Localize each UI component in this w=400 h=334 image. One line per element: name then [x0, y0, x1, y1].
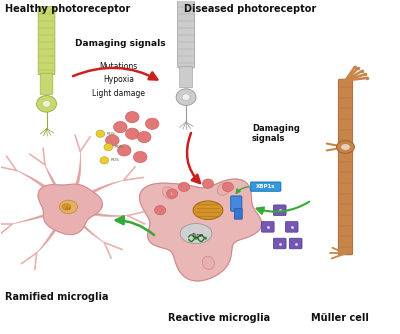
Ellipse shape — [336, 141, 354, 153]
Circle shape — [176, 89, 196, 106]
FancyBboxPatch shape — [180, 66, 192, 88]
Text: Müller cell: Müller cell — [310, 313, 368, 323]
Ellipse shape — [341, 144, 350, 150]
Circle shape — [36, 96, 56, 112]
Text: IL: IL — [170, 192, 174, 196]
Polygon shape — [140, 179, 262, 281]
Ellipse shape — [162, 187, 176, 199]
Text: Damaging signals: Damaging signals — [75, 39, 166, 48]
FancyBboxPatch shape — [273, 205, 286, 215]
Ellipse shape — [62, 204, 71, 210]
Text: ROS: ROS — [115, 145, 124, 149]
Circle shape — [182, 94, 190, 101]
FancyBboxPatch shape — [38, 7, 55, 74]
FancyBboxPatch shape — [251, 182, 281, 191]
Circle shape — [202, 179, 214, 188]
FancyBboxPatch shape — [338, 79, 353, 255]
Circle shape — [118, 145, 131, 156]
Circle shape — [222, 182, 234, 192]
Ellipse shape — [202, 256, 214, 270]
Circle shape — [138, 131, 151, 143]
Circle shape — [126, 128, 139, 139]
Circle shape — [96, 130, 105, 137]
Circle shape — [104, 143, 113, 151]
Circle shape — [154, 206, 166, 215]
Circle shape — [126, 112, 139, 123]
Circle shape — [145, 118, 159, 129]
Circle shape — [106, 135, 119, 146]
Text: ROS: ROS — [107, 132, 116, 136]
FancyBboxPatch shape — [261, 221, 274, 232]
Circle shape — [100, 157, 109, 164]
Ellipse shape — [193, 201, 223, 219]
Circle shape — [134, 151, 147, 163]
Text: Diseased photoreceptor: Diseased photoreceptor — [184, 4, 316, 14]
Circle shape — [114, 122, 127, 133]
Text: XBP1s: XBP1s — [256, 184, 276, 189]
Ellipse shape — [180, 223, 212, 243]
FancyBboxPatch shape — [285, 221, 298, 232]
FancyBboxPatch shape — [234, 208, 242, 219]
FancyBboxPatch shape — [231, 196, 242, 211]
Text: Mutations
Hypoxia
Light damage: Mutations Hypoxia Light damage — [92, 62, 145, 98]
Text: Damaging
signals: Damaging signals — [252, 124, 300, 143]
Polygon shape — [38, 184, 102, 234]
Text: Ramified microglia: Ramified microglia — [5, 292, 108, 302]
Ellipse shape — [60, 200, 78, 213]
FancyBboxPatch shape — [178, 0, 194, 68]
Text: Tspo: Tspo — [192, 233, 204, 238]
Text: ROS: ROS — [111, 158, 120, 162]
Circle shape — [42, 101, 50, 107]
Ellipse shape — [217, 183, 230, 195]
FancyBboxPatch shape — [289, 238, 302, 249]
Text: Aa: Aa — [65, 206, 72, 211]
Circle shape — [178, 182, 190, 192]
Text: Healthy photoreceptor: Healthy photoreceptor — [5, 4, 130, 14]
FancyBboxPatch shape — [40, 73, 53, 95]
Circle shape — [166, 189, 178, 198]
FancyBboxPatch shape — [273, 238, 286, 249]
Text: Reactive microglia: Reactive microglia — [168, 313, 270, 323]
